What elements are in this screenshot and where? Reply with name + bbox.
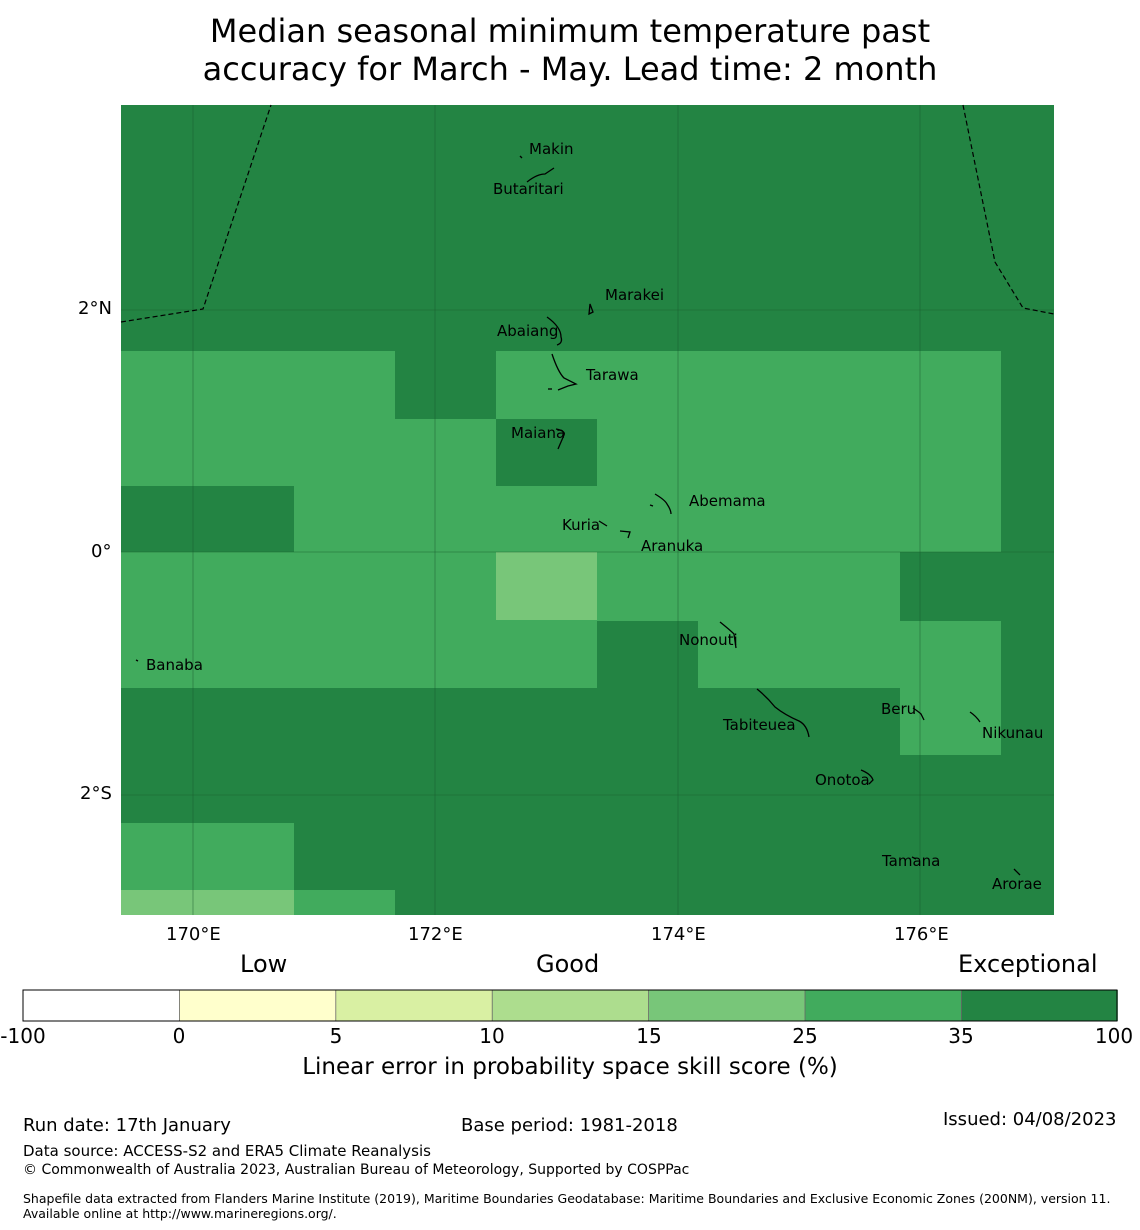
eez-boundaries <box>120 104 1055 323</box>
skill-grid <box>121 105 1054 915</box>
island-label-nikunau: Nikunau <box>982 724 1044 742</box>
island-label-tabiteuea: Tabiteuea <box>723 716 796 734</box>
island-outline <box>969 711 981 723</box>
colorbar-swatch-5-10 <box>335 990 493 1021</box>
island-shapes <box>135 155 1021 876</box>
data-source: Data source: ACCESS-S2 and ERA5 Climate … <box>23 1142 431 1160</box>
island-label-abaiang: Abaiang <box>497 322 559 340</box>
island-label-maiana: Maiana <box>511 424 566 442</box>
skill-cell <box>121 890 294 915</box>
island-outline <box>756 688 810 738</box>
colorbar-swatch-10-15 <box>492 990 649 1021</box>
skill-cell <box>496 351 1001 419</box>
lon-label-170: 170°E <box>166 924 221 945</box>
island-label-marakei: Marakei <box>605 286 665 304</box>
map-title-line-1: Median seasonal minimum temperature past <box>209 12 931 50</box>
island-outline <box>1013 868 1021 876</box>
lon-label-176: 176°E <box>894 924 949 945</box>
island-outline <box>719 621 737 649</box>
island-outline <box>588 303 594 316</box>
island-outline <box>619 530 631 539</box>
island-label-banaba: Banaba <box>146 656 203 674</box>
colorbar-tick: 5 <box>329 1024 343 1048</box>
lon-label-174: 174°E <box>651 924 706 945</box>
skill-map <box>120 104 1055 915</box>
island-label-tarawa: Tarawa <box>586 366 639 384</box>
lon-label-172: 172°E <box>408 924 463 945</box>
island-label-nonouti: Nonouti <box>679 631 738 649</box>
colorbar-swatch-35-100 <box>961 990 1118 1021</box>
island-label-butaritari: Butaritari <box>493 180 564 198</box>
island-outline <box>526 167 555 183</box>
island-outline <box>555 428 565 450</box>
graticule <box>121 105 1054 915</box>
colorbar-tick: -100 <box>0 1024 46 1048</box>
colorbar-category-low: Low <box>240 950 288 978</box>
skill-cell <box>121 823 294 890</box>
skill-cell <box>294 419 496 486</box>
island-outline <box>654 493 672 515</box>
island-outline <box>860 769 874 785</box>
skill-cell <box>496 620 597 688</box>
island-outline <box>135 659 139 662</box>
colorbar-swatch-neg <box>23 990 180 1021</box>
colorbar-swatch-15-25 <box>648 990 805 1021</box>
skill-cell <box>496 552 597 620</box>
issued-date: Issued: 04/08/2023 <box>943 1109 1117 1130</box>
island-outline <box>546 316 563 346</box>
skill-cell <box>597 552 900 621</box>
island-label-aranuka: Aranuka <box>641 537 704 555</box>
colorbar <box>22 989 1118 1022</box>
colorbar-tick: 35 <box>948 1024 974 1048</box>
island-label-abemama: Abemama <box>689 492 766 510</box>
lat-label-0: 0° <box>91 541 112 562</box>
skill-cell <box>597 419 1001 486</box>
island-label-onotoa: Onotoa <box>815 771 870 789</box>
shapefile-credit: Shapefile data extracted from Flanders M… <box>23 1191 1111 1221</box>
colorbar-label: Linear error in probability space skill … <box>302 1054 838 1080</box>
island-label-arorae: Arorae <box>992 875 1042 893</box>
island-label-beru: Beru <box>881 700 917 718</box>
copyright: © Commonwealth of Australia 2023, Austra… <box>23 1162 690 1178</box>
colorbar-category-exceptional: Exceptional <box>958 950 1098 978</box>
colorbar-tick: 15 <box>636 1024 662 1048</box>
lat-label-2s: 2°S <box>80 783 112 804</box>
colorbar-swatch-0-5 <box>179 990 336 1021</box>
island-outline <box>519 155 523 159</box>
base-period: Base period: 1981-2018 <box>461 1115 678 1136</box>
colorbar-tick: 100 <box>1094 1024 1134 1048</box>
colorbar-tick: 25 <box>792 1024 818 1048</box>
map-title-line-2: accuracy for March - May. Lead time: 2 m… <box>202 50 938 88</box>
colorbar-tick: 10 <box>479 1024 505 1048</box>
island-label-kuria: Kuria <box>562 516 601 534</box>
island-label-tamana: Tamana <box>882 852 941 870</box>
island-outline <box>911 856 917 860</box>
island-outline <box>912 707 925 721</box>
colorbar-swatch-25-35 <box>805 990 962 1021</box>
island-outline <box>551 353 578 391</box>
island-outline <box>649 504 654 507</box>
skill-cell <box>121 552 496 688</box>
skill-cell <box>900 621 1001 755</box>
eez-boundary-west <box>120 104 272 323</box>
skill-cell <box>294 890 395 915</box>
colorbar-category-good: Good <box>536 950 600 978</box>
island-label-makin: Makin <box>529 140 574 158</box>
skill-cell <box>294 486 1001 552</box>
colorbar-tick: 0 <box>172 1024 186 1048</box>
island-outline <box>598 520 608 527</box>
lat-label-2n: 2°N <box>78 298 112 319</box>
run-date: Run date: 17th January <box>23 1115 231 1136</box>
eez-boundary-east <box>962 104 1055 315</box>
